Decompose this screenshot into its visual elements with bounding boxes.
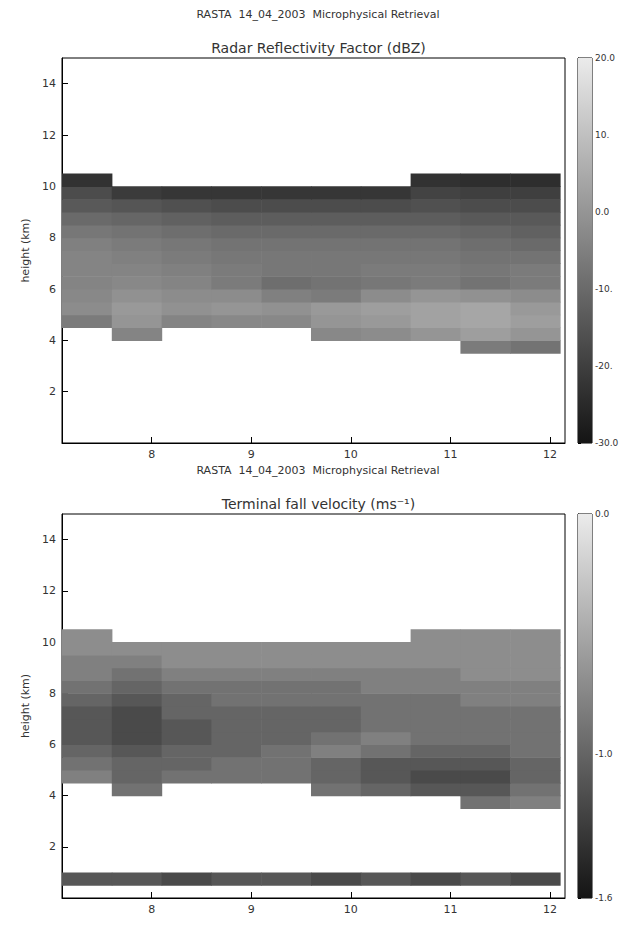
svg-text:height (km): height (km) — [19, 674, 32, 738]
svg-text:10: 10 — [42, 180, 56, 193]
svg-text:8: 8 — [49, 231, 56, 244]
svg-text:14: 14 — [42, 533, 56, 546]
svg-text:12: 12 — [543, 448, 557, 461]
svg-text:10.: 10. — [595, 130, 609, 140]
svg-text:8: 8 — [49, 687, 56, 700]
svg-text:11: 11 — [443, 448, 457, 461]
svg-text:0.0: 0.0 — [595, 509, 610, 519]
svg-text:-1.6: -1.6 — [595, 893, 613, 903]
svg-text:0.0: 0.0 — [595, 207, 610, 217]
svg-text:11: 11 — [443, 903, 457, 916]
svg-text:8: 8 — [148, 448, 155, 461]
svg-text:8: 8 — [148, 903, 155, 916]
svg-text:-30.0: -30.0 — [595, 438, 619, 448]
svg-text:6: 6 — [49, 738, 56, 751]
svg-text:4: 4 — [49, 334, 56, 347]
svg-text:RASTA 14_04_2003 Microphysic: RASTA 14_04_2003 Microphysical Retrieval — [196, 464, 439, 477]
svg-text:Terminal fall velocity (ms⁻¹): Terminal fall velocity (ms⁻¹) — [221, 496, 415, 512]
svg-text:-1.0: -1.0 — [595, 749, 613, 759]
svg-text:20.0: 20.0 — [595, 53, 615, 63]
svg-text:6: 6 — [49, 283, 56, 296]
svg-text:10: 10 — [344, 448, 358, 461]
svg-text:4: 4 — [49, 789, 56, 802]
svg-text:2: 2 — [49, 385, 56, 398]
svg-text:10: 10 — [42, 636, 56, 649]
svg-text:10: 10 — [344, 903, 358, 916]
svg-text:Radar Reflectivity Factor (dBZ: Radar Reflectivity Factor (dBZ) — [211, 40, 426, 56]
svg-text:-10.: -10. — [595, 284, 613, 294]
svg-text:12: 12 — [42, 129, 56, 142]
svg-text:RASTA 14_04_2003 Microphysic: RASTA 14_04_2003 Microphysical Retrieval — [196, 8, 439, 21]
svg-text:2: 2 — [49, 840, 56, 853]
svg-text:12: 12 — [543, 903, 557, 916]
svg-text:9: 9 — [248, 448, 255, 461]
svg-text:12: 12 — [42, 584, 56, 597]
svg-text:9: 9 — [248, 903, 255, 916]
svg-text:14: 14 — [42, 77, 56, 90]
svg-text:height (km): height (km) — [19, 218, 32, 282]
svg-text:-20.: -20. — [595, 361, 613, 371]
